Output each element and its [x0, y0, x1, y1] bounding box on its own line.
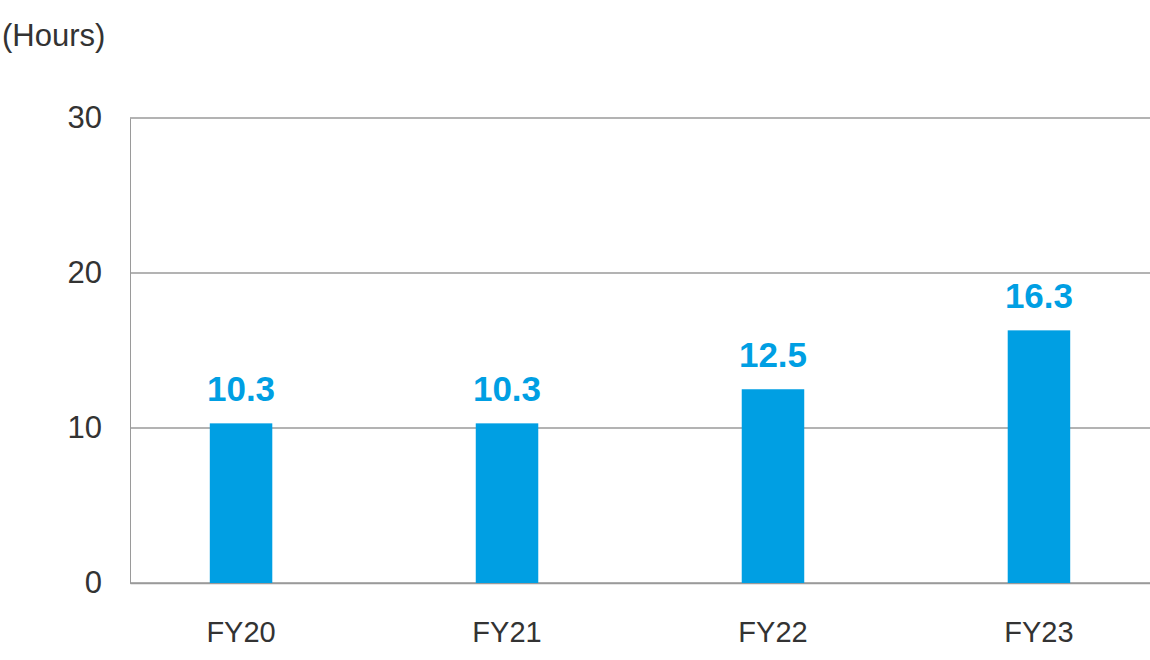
grid-line: [130, 427, 1150, 429]
bar: [476, 423, 539, 583]
x-axis: FY20 FY21 FY22 FY23: [131, 583, 1150, 648]
y-tick-label: 0: [85, 565, 102, 600]
bar: [1008, 330, 1071, 583]
grid-line: [130, 272, 1150, 274]
chart: 0 10 20 30 FY20 FY21 FY22 FY23 10.3 10.3 12.5 16.3 (…: [0, 0, 1150, 660]
data-label: 12.5: [739, 335, 807, 374]
grid-line: [130, 117, 1150, 119]
x-tick-label: FY21: [472, 616, 541, 648]
y-tick-label: 30: [68, 100, 102, 135]
bar: [210, 423, 273, 583]
y-tick: 0: [85, 565, 130, 600]
y-axis-title: (Hours): [2, 18, 105, 53]
bar: [742, 389, 805, 583]
data-labels: 10.3 10.3 12.5 16.3: [207, 276, 1073, 408]
data-label: 10.3: [207, 369, 275, 408]
x-tick: FY21: [472, 583, 541, 648]
y-tick-label: 10: [68, 410, 102, 445]
bars: [210, 330, 1070, 583]
grid: [130, 118, 1150, 583]
y-tick: 20: [68, 255, 130, 290]
y-tick: 30: [68, 100, 130, 135]
x-tick-label: FY20: [206, 616, 275, 648]
x-axis-line: [131, 583, 1150, 585]
plot-area: 0 10 20 30 FY20 FY21 FY22 FY23 10.3 10.3 12.5 16.3: [68, 100, 1150, 647]
x-tick-label: FY23: [1004, 616, 1073, 648]
y-axis-line: [130, 119, 131, 584]
x-tick: FY20: [206, 583, 275, 648]
y-tick: 10: [68, 410, 130, 445]
y-axis: 0 10 20 30: [68, 100, 131, 600]
data-label: 16.3: [1005, 276, 1073, 315]
x-tick: FY22: [738, 583, 807, 648]
grid-line: [130, 582, 1150, 584]
x-tick: FY23: [1004, 583, 1073, 648]
data-label: 10.3: [473, 369, 541, 408]
x-tick-label: FY22: [738, 616, 807, 648]
y-tick-label: 20: [68, 255, 102, 290]
